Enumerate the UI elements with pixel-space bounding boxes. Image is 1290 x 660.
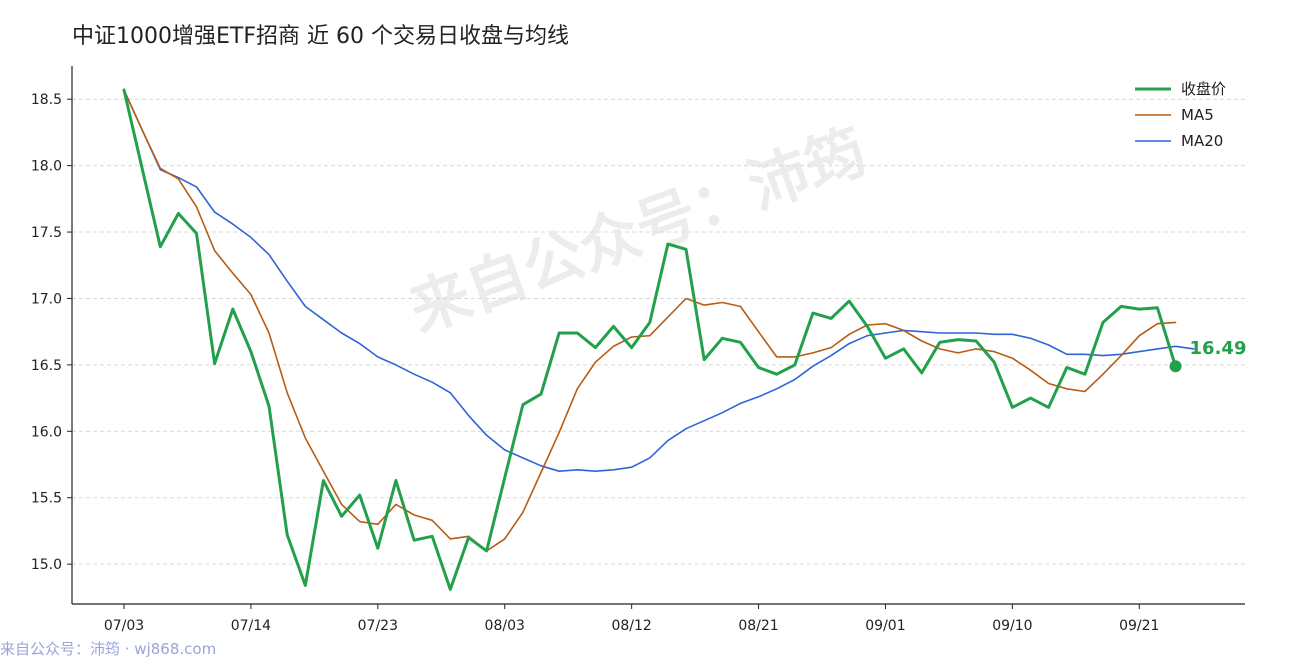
series-lines: 16.49	[122, 88, 1247, 591]
footer-source: 来自公众号：沛筠 · wj868.com	[0, 640, 217, 658]
legend-label-close: 收盘价	[1181, 80, 1226, 98]
series-line-close	[122, 88, 1177, 591]
x-tick-label: 09/10	[992, 618, 1032, 634]
watermark-text: 来自公众号：沛筠	[401, 116, 876, 346]
y-tick-label: 15.5	[31, 491, 62, 507]
x-tick-label: 09/01	[865, 618, 905, 634]
series-line-ma20	[123, 89, 1195, 473]
x-tick-label: 08/12	[611, 618, 651, 634]
series-line-ma5	[123, 89, 1177, 552]
axes: 15.0 15.5 16.0 16.5 17.0 17.5 18.0 18.5 07/03 07/…	[31, 66, 1245, 634]
x-tick-label: 08/03	[485, 618, 525, 634]
legend: 收盘价 MA5 MA20	[1135, 80, 1226, 150]
y-tick-label: 16.5	[31, 358, 62, 374]
x-tick-label: 07/23	[358, 618, 398, 634]
legend-label-ma5: MA5	[1181, 106, 1214, 124]
y-tick-label: 17.5	[31, 225, 62, 241]
y-tick-label: 17.0	[31, 291, 62, 307]
y-tick-label: 15.0	[31, 557, 62, 573]
y-tick-label: 18.0	[31, 159, 62, 175]
legend-label-ma20: MA20	[1181, 132, 1223, 150]
y-tick-label: 16.0	[31, 424, 62, 440]
y-tick-label: 18.5	[31, 92, 62, 108]
x-tick-label: 09/21	[1119, 618, 1159, 634]
grid-lines	[72, 98, 1245, 565]
x-tick-label: 08/21	[738, 618, 778, 634]
last-close-label: 16.49	[1190, 338, 1247, 359]
chart-title: 中证1000增强ETF招商 近 60 个交易日收盘与均线	[72, 24, 569, 49]
x-tick-label: 07/14	[231, 618, 271, 634]
x-tick-label: 07/03	[104, 618, 144, 634]
last-close-point	[1169, 360, 1182, 373]
